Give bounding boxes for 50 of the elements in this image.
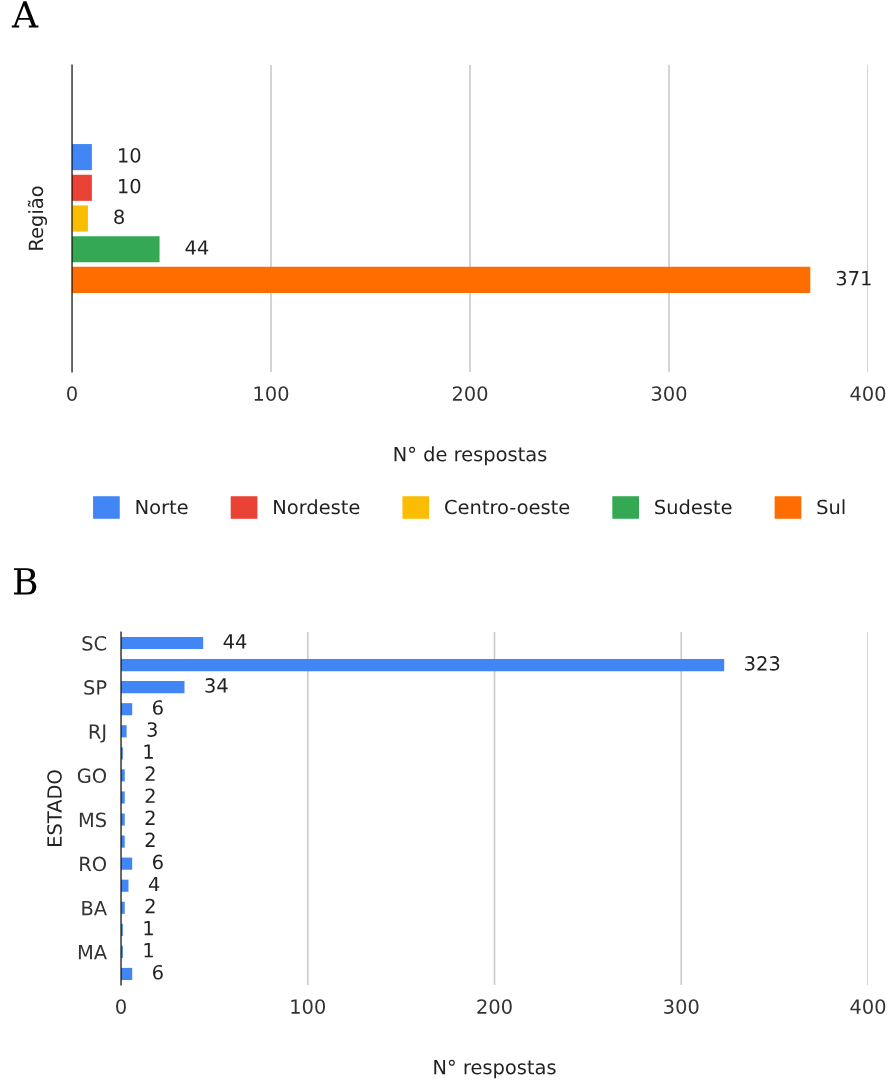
data-label: 1: [144, 943, 153, 958]
y-tick-label: SC: [82, 635, 107, 651]
x-tick-label: 0: [67, 386, 77, 401]
data-label: 1: [144, 744, 153, 759]
legend-label: Nordeste: [274, 499, 360, 515]
data-label: 371: [836, 270, 871, 286]
chart-title: A: [11, 1, 39, 28]
y-axis-title: Região: [27, 186, 47, 250]
y-tick-label: MA: [78, 945, 107, 960]
data-label: 3: [147, 722, 157, 737]
x-tick-label: 400: [850, 999, 886, 1014]
legend-label: Sudeste: [655, 499, 732, 515]
x-axis-title: N° respostas: [434, 1059, 556, 1079]
data-label: 44: [223, 634, 247, 649]
legend-label: Centro-oeste: [445, 499, 570, 515]
data-label: 2: [145, 832, 155, 847]
y-tick-label: RJ: [89, 724, 106, 743]
x-tick-label: 300: [664, 999, 699, 1014]
chart-title: B: [13, 568, 37, 595]
data-label: 323: [745, 656, 780, 671]
x-tick-label: 200: [452, 386, 488, 401]
x-tick-label: 0: [116, 999, 126, 1014]
legend-label: Sul: [817, 499, 845, 515]
y-tick-label: SP: [84, 680, 107, 695]
legend-label: Norte: [136, 499, 188, 515]
data-label: 10: [119, 178, 141, 194]
y-tick-label: RO: [80, 856, 107, 872]
y-tick-label: GO: [77, 768, 107, 784]
x-axis-title: N° de respostas: [394, 446, 547, 466]
x-tick-label: 300: [651, 386, 687, 401]
data-label: 2: [145, 898, 155, 914]
data-label: 6: [153, 854, 163, 870]
y-axis-title: ESTADO: [47, 770, 62, 846]
x-tick-label: 400: [850, 386, 886, 401]
y-tick-label: MS: [79, 812, 107, 828]
x-tick-label: 100: [291, 999, 326, 1014]
data-label: 4: [148, 876, 160, 892]
data-label: 10: [119, 148, 141, 163]
data-label: 6: [153, 964, 163, 980]
data-label: 2: [145, 810, 155, 825]
data-label: 8: [114, 209, 124, 225]
x-tick-label: 200: [477, 999, 512, 1014]
x-tick-label: 100: [254, 386, 289, 401]
data-label: 44: [185, 240, 209, 255]
data-label: 34: [205, 678, 228, 693]
y-tick-label: BA: [82, 900, 107, 916]
data-label: 2: [145, 766, 155, 781]
data-label: 6: [153, 700, 163, 715]
data-label: 1: [144, 921, 153, 936]
data-label: 2: [145, 788, 155, 803]
